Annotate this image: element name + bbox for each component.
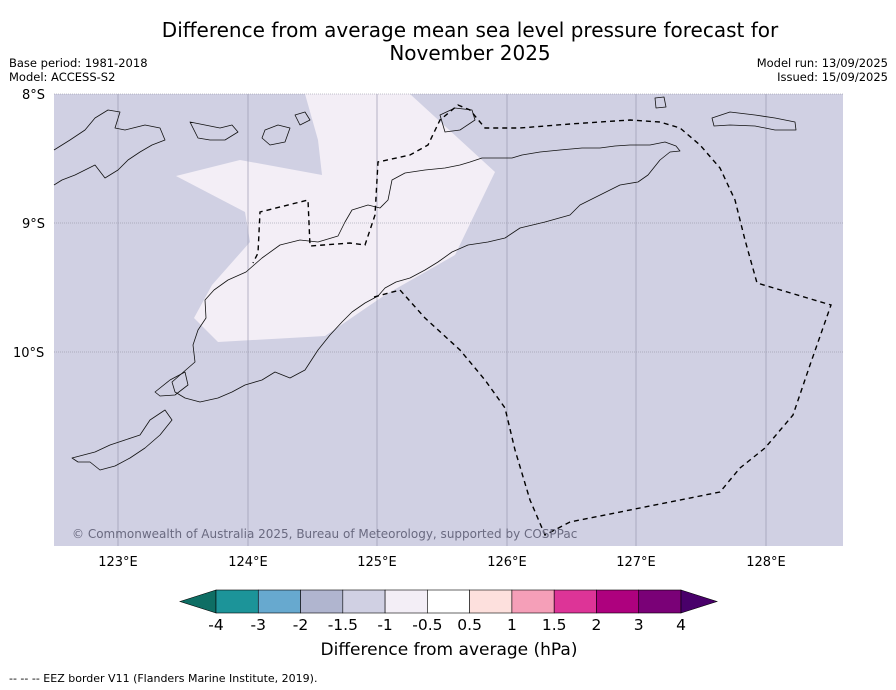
colorbar-extend-low bbox=[179, 589, 217, 614]
colorbar-bin bbox=[638, 589, 682, 614]
colorbar-tick-label: 3 bbox=[634, 616, 644, 634]
lon-label-124e: 124°E bbox=[228, 555, 268, 570]
lon-label-123e: 123°E bbox=[98, 555, 138, 570]
graticule bbox=[54, 93, 843, 353]
colorbar-bin bbox=[596, 589, 640, 614]
meridians bbox=[117, 94, 767, 546]
eez-border bbox=[252, 104, 832, 536]
colorbar-tick-label: -4 bbox=[208, 616, 223, 634]
eez-footnote: -- -- -- EEZ border V11 (Flanders Marine… bbox=[9, 672, 318, 685]
model-info: Base period: 1981-2018 Model: ACCESS-S2 bbox=[9, 56, 148, 84]
colorbar-bin bbox=[342, 589, 386, 614]
pressure-anomaly-region bbox=[176, 94, 495, 342]
small-island-4 bbox=[654, 96, 667, 109]
colorbar-bin bbox=[511, 589, 555, 614]
latitude-labels: 8°S 9°S 10°S bbox=[13, 88, 45, 361]
colorbar-tick-label: -2 bbox=[293, 616, 308, 634]
title-line-2: November 2025 bbox=[389, 41, 551, 65]
colorbar-tick-label: -1 bbox=[377, 616, 392, 634]
model-run: Model run: 13/09/2025 bbox=[756, 56, 888, 70]
timor-island-coastline bbox=[171, 141, 681, 403]
colorbar-bin bbox=[300, 589, 344, 614]
colorbar-tick-label: -0.5 bbox=[412, 616, 442, 634]
small-island-1 bbox=[261, 124, 291, 146]
colorbar-bin bbox=[553, 589, 597, 614]
colorbar bbox=[179, 589, 718, 614]
lat-label-10s: 10°S bbox=[13, 346, 44, 361]
colorbar-tick-label: 1 bbox=[507, 616, 517, 634]
colorbar-tick-label: 1.5 bbox=[542, 616, 567, 634]
colorbar-bin bbox=[384, 589, 428, 614]
lon-label-126e: 126°E bbox=[487, 555, 527, 570]
title-line-1: Difference from average mean sea level p… bbox=[161, 18, 779, 42]
base-period: Base period: 1981-2018 bbox=[9, 56, 148, 70]
colorbar-bin bbox=[215, 589, 259, 614]
issued-date: Issued: 15/09/2025 bbox=[777, 70, 888, 84]
longitude-labels: 123°E 124°E 125°E 126°E 127°E 128°E bbox=[98, 555, 786, 570]
colorbar-tick-label: -3 bbox=[251, 616, 266, 634]
lon-label-128e: 128°E bbox=[746, 555, 786, 570]
coastlines bbox=[53, 96, 797, 471]
small-island-5 bbox=[711, 111, 797, 131]
lon-label-125e: 125°E bbox=[357, 555, 397, 570]
colorbar-tick-label: -1.5 bbox=[328, 616, 358, 634]
colorbar-ticks: -4 -3 -2 -1.5 -1 -0.5 0.5 1 1.5 2 3 4 bbox=[208, 616, 686, 634]
colorbar-bin bbox=[469, 589, 513, 614]
colorbar-tick-label: 0.5 bbox=[457, 616, 482, 634]
alor-wetar-coastline bbox=[53, 109, 166, 186]
lat-label-9s: 9°S bbox=[22, 217, 45, 232]
colorbar-extend-high bbox=[680, 589, 718, 614]
lat-label-8s: 8°S bbox=[22, 88, 45, 103]
colorbar-bin bbox=[257, 589, 301, 614]
map-title: Difference from average mean sea level p… bbox=[110, 19, 830, 65]
run-info: Model run: 13/09/2025 Issued: 15/09/2025 bbox=[757, 56, 888, 84]
colorbar-tick-label: 4 bbox=[676, 616, 686, 634]
colorbar-bin bbox=[427, 589, 470, 614]
rote-island-coastline bbox=[154, 371, 189, 397]
model-name: Model: ACCESS-S2 bbox=[9, 70, 116, 84]
lon-label-127e: 127°E bbox=[616, 555, 656, 570]
north-island-coastline bbox=[189, 121, 239, 141]
colorbar-tick-label: 2 bbox=[592, 616, 602, 634]
copyright-text: © Commonwealth of Australia 2025, Bureau… bbox=[72, 527, 577, 541]
small-island-2 bbox=[294, 111, 311, 126]
colorbar-label: Difference from average (hPa) bbox=[320, 640, 578, 660]
small-island-3 bbox=[439, 107, 476, 133]
sawu-island-coastline bbox=[71, 409, 173, 471]
